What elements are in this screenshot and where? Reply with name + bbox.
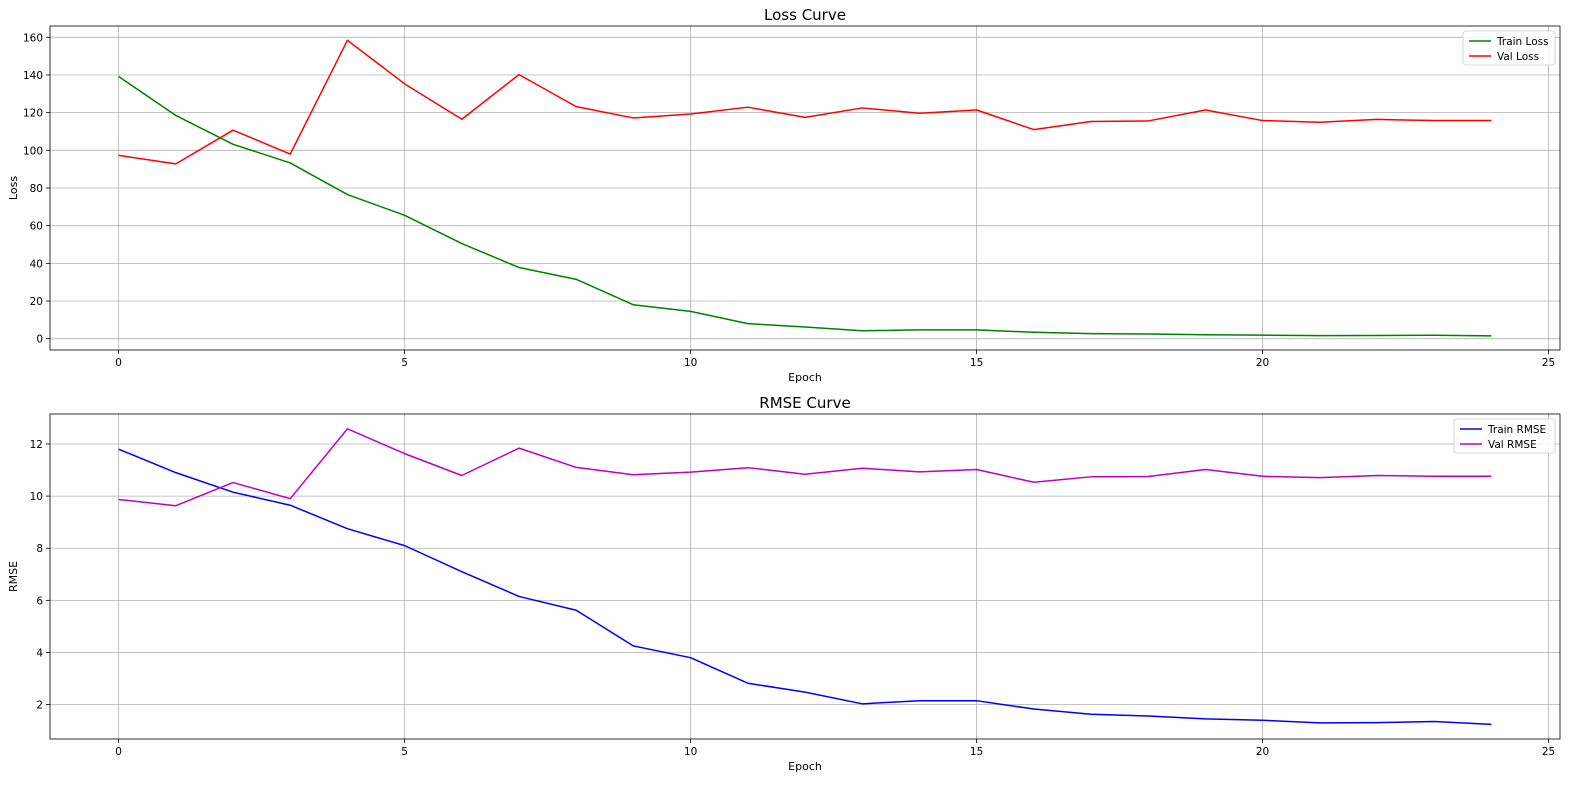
y-tick-label: 2	[36, 700, 43, 712]
y-axis-label: RMSE	[7, 561, 20, 592]
y-tick-label: 140	[23, 70, 43, 82]
x-tick-label: 10	[684, 746, 697, 758]
chart-title: Loss Curve	[764, 6, 846, 24]
x-tick-label: 0	[115, 746, 122, 758]
x-tick-label: 25	[1542, 746, 1555, 758]
y-tick-label: 12	[30, 439, 43, 451]
x-tick-label: 5	[401, 357, 408, 369]
x-tick-label: 20	[1256, 357, 1269, 369]
y-tick-label: 20	[30, 296, 43, 308]
y-tick-label: 10	[30, 491, 43, 503]
y-tick-label: 80	[30, 183, 43, 195]
legend: Train RMSE Val RMSE	[1453, 418, 1556, 454]
legend-label: Val Loss	[1497, 51, 1539, 63]
legend-label: Train Loss	[1496, 36, 1549, 48]
series-line-val-rmse	[118, 428, 1492, 507]
x-tick-label: 20	[1256, 746, 1269, 758]
series-line-train-loss	[118, 75, 1492, 337]
chart-title: RMSE Curve	[759, 394, 850, 412]
legend: Train Loss Val Loss	[1462, 30, 1556, 66]
x-tick-label: 10	[684, 357, 697, 369]
y-tick-label: 60	[30, 221, 43, 233]
x-tick-label: 0	[115, 357, 122, 369]
x-tick-label: 25	[1542, 357, 1555, 369]
chart-panel-1: 0 5 10 15 20 25 0 20 40 60 80 100 120 140 160 Loss Curv…	[7, 6, 1561, 384]
y-tick-label: 120	[23, 108, 43, 120]
series-line-train-rmse	[118, 448, 1492, 726]
y-tick-label: 40	[30, 258, 43, 270]
y-tick-label: 0	[36, 334, 43, 346]
legend-label: Val RMSE	[1488, 439, 1537, 451]
y-tick-label: 4	[36, 647, 43, 659]
series-line-val-loss	[118, 39, 1492, 165]
x-tick-label: 15	[970, 746, 983, 758]
x-tick-label: 15	[970, 357, 983, 369]
y-tick-label: 8	[36, 543, 43, 555]
chart-panel-2: 0 5 10 15 20 25 2 4 6 8 10 12 RMSE Curve Epoch RMSE Tra…	[7, 394, 1561, 773]
axes-frame	[49, 413, 1561, 740]
y-axis-label: Loss	[7, 176, 20, 200]
y-tick-label: 6	[36, 595, 43, 607]
x-tick-label: 5	[401, 746, 408, 758]
x-axis-label: Epoch	[788, 760, 822, 773]
x-axis-label: Epoch	[788, 371, 822, 384]
y-tick-label: 160	[23, 32, 43, 44]
legend-label: Train RMSE	[1487, 424, 1546, 436]
y-tick-label: 100	[23, 145, 43, 157]
